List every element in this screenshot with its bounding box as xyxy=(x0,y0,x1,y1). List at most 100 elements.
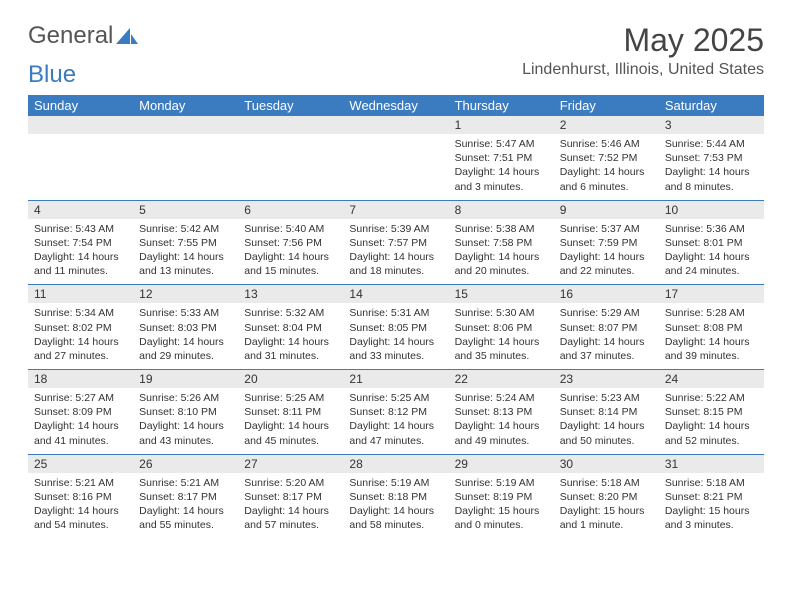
day-number: 5 xyxy=(133,201,238,219)
calendar-cell: 5Sunrise: 5:42 AMSunset: 7:55 PMDaylight… xyxy=(133,201,238,285)
logo-text-1: General xyxy=(28,22,113,50)
calendar-cell xyxy=(28,116,133,200)
day-details: Sunrise: 5:44 AMSunset: 7:53 PMDaylight:… xyxy=(659,134,764,200)
calendar-week: 18Sunrise: 5:27 AMSunset: 8:09 PMDayligh… xyxy=(28,369,764,454)
day-number: 16 xyxy=(554,285,659,303)
day-details: Sunrise: 5:24 AMSunset: 8:13 PMDaylight:… xyxy=(449,388,554,454)
day-number: 3 xyxy=(659,116,764,134)
calendar-cell xyxy=(343,116,448,200)
day-details: Sunrise: 5:29 AMSunset: 8:07 PMDaylight:… xyxy=(554,303,659,369)
day-details: Sunrise: 5:27 AMSunset: 8:09 PMDaylight:… xyxy=(28,388,133,454)
day-header: Monday xyxy=(133,95,238,116)
calendar-cell: 1Sunrise: 5:47 AMSunset: 7:51 PMDaylight… xyxy=(449,116,554,200)
calendar-cell: 6Sunrise: 5:40 AMSunset: 7:56 PMDaylight… xyxy=(238,201,343,285)
day-details: Sunrise: 5:46 AMSunset: 7:52 PMDaylight:… xyxy=(554,134,659,200)
day-number: 1 xyxy=(449,116,554,134)
day-number: 25 xyxy=(28,455,133,473)
calendar-cell: 10Sunrise: 5:36 AMSunset: 8:01 PMDayligh… xyxy=(659,201,764,285)
day-number: 27 xyxy=(238,455,343,473)
day-header: Saturday xyxy=(659,95,764,116)
day-details: Sunrise: 5:32 AMSunset: 8:04 PMDaylight:… xyxy=(238,303,343,369)
day-number: 26 xyxy=(133,455,238,473)
day-number: 23 xyxy=(554,370,659,388)
calendar-cell: 12Sunrise: 5:33 AMSunset: 8:03 PMDayligh… xyxy=(133,285,238,369)
calendar-cell: 15Sunrise: 5:30 AMSunset: 8:06 PMDayligh… xyxy=(449,285,554,369)
logo-text-2: Blue xyxy=(28,61,764,89)
day-details: Sunrise: 5:39 AMSunset: 7:57 PMDaylight:… xyxy=(343,219,448,285)
calendar-cell: 22Sunrise: 5:24 AMSunset: 8:13 PMDayligh… xyxy=(449,370,554,454)
day-details: Sunrise: 5:21 AMSunset: 8:16 PMDaylight:… xyxy=(28,473,133,539)
day-details: Sunrise: 5:34 AMSunset: 8:02 PMDaylight:… xyxy=(28,303,133,369)
day-details: Sunrise: 5:40 AMSunset: 7:56 PMDaylight:… xyxy=(238,219,343,285)
day-number: 19 xyxy=(133,370,238,388)
day-details: Sunrise: 5:30 AMSunset: 8:06 PMDaylight:… xyxy=(449,303,554,369)
day-number: 21 xyxy=(343,370,448,388)
calendar-cell: 8Sunrise: 5:38 AMSunset: 7:58 PMDaylight… xyxy=(449,201,554,285)
day-number: 24 xyxy=(659,370,764,388)
day-number: 13 xyxy=(238,285,343,303)
day-details: Sunrise: 5:31 AMSunset: 8:05 PMDaylight:… xyxy=(343,303,448,369)
day-number: 28 xyxy=(343,455,448,473)
calendar-cell: 25Sunrise: 5:21 AMSunset: 8:16 PMDayligh… xyxy=(28,455,133,539)
day-number xyxy=(343,116,448,134)
day-details: Sunrise: 5:21 AMSunset: 8:17 PMDaylight:… xyxy=(133,473,238,539)
day-details: Sunrise: 5:36 AMSunset: 8:01 PMDaylight:… xyxy=(659,219,764,285)
day-number: 6 xyxy=(238,201,343,219)
day-details: Sunrise: 5:20 AMSunset: 8:17 PMDaylight:… xyxy=(238,473,343,539)
day-number: 9 xyxy=(554,201,659,219)
day-number: 15 xyxy=(449,285,554,303)
day-details: Sunrise: 5:23 AMSunset: 8:14 PMDaylight:… xyxy=(554,388,659,454)
calendar-cell: 26Sunrise: 5:21 AMSunset: 8:17 PMDayligh… xyxy=(133,455,238,539)
logo: General xyxy=(28,22,138,50)
day-details: Sunrise: 5:42 AMSunset: 7:55 PMDaylight:… xyxy=(133,219,238,285)
day-details: Sunrise: 5:33 AMSunset: 8:03 PMDaylight:… xyxy=(133,303,238,369)
day-details: Sunrise: 5:18 AMSunset: 8:21 PMDaylight:… xyxy=(659,473,764,539)
calendar-cell: 14Sunrise: 5:31 AMSunset: 8:05 PMDayligh… xyxy=(343,285,448,369)
calendar-week: 25Sunrise: 5:21 AMSunset: 8:16 PMDayligh… xyxy=(28,454,764,539)
day-number: 14 xyxy=(343,285,448,303)
day-number: 12 xyxy=(133,285,238,303)
day-number: 29 xyxy=(449,455,554,473)
calendar-cell: 16Sunrise: 5:29 AMSunset: 8:07 PMDayligh… xyxy=(554,285,659,369)
calendar-cell: 11Sunrise: 5:34 AMSunset: 8:02 PMDayligh… xyxy=(28,285,133,369)
calendar-cell: 31Sunrise: 5:18 AMSunset: 8:21 PMDayligh… xyxy=(659,455,764,539)
calendar-cell: 19Sunrise: 5:26 AMSunset: 8:10 PMDayligh… xyxy=(133,370,238,454)
calendar-cell: 18Sunrise: 5:27 AMSunset: 8:09 PMDayligh… xyxy=(28,370,133,454)
day-number: 30 xyxy=(554,455,659,473)
day-details: Sunrise: 5:37 AMSunset: 7:59 PMDaylight:… xyxy=(554,219,659,285)
calendar-week: 11Sunrise: 5:34 AMSunset: 8:02 PMDayligh… xyxy=(28,284,764,369)
day-details: Sunrise: 5:19 AMSunset: 8:19 PMDaylight:… xyxy=(449,473,554,539)
calendar-cell: 3Sunrise: 5:44 AMSunset: 7:53 PMDaylight… xyxy=(659,116,764,200)
calendar-cell: 13Sunrise: 5:32 AMSunset: 8:04 PMDayligh… xyxy=(238,285,343,369)
logo-sail-icon xyxy=(116,26,138,46)
day-headers: SundayMondayTuesdayWednesdayThursdayFrid… xyxy=(28,95,764,116)
day-details: Sunrise: 5:22 AMSunset: 8:15 PMDaylight:… xyxy=(659,388,764,454)
day-number: 18 xyxy=(28,370,133,388)
day-header: Friday xyxy=(554,95,659,116)
calendar-cell xyxy=(238,116,343,200)
day-number: 31 xyxy=(659,455,764,473)
calendar-cell: 4Sunrise: 5:43 AMSunset: 7:54 PMDaylight… xyxy=(28,201,133,285)
calendar-cell: 7Sunrise: 5:39 AMSunset: 7:57 PMDaylight… xyxy=(343,201,448,285)
calendar-cell: 30Sunrise: 5:18 AMSunset: 8:20 PMDayligh… xyxy=(554,455,659,539)
calendar-cell: 28Sunrise: 5:19 AMSunset: 8:18 PMDayligh… xyxy=(343,455,448,539)
calendar-cell xyxy=(133,116,238,200)
day-details: Sunrise: 5:43 AMSunset: 7:54 PMDaylight:… xyxy=(28,219,133,285)
day-number: 2 xyxy=(554,116,659,134)
calendar-cell: 2Sunrise: 5:46 AMSunset: 7:52 PMDaylight… xyxy=(554,116,659,200)
calendar-cell: 21Sunrise: 5:25 AMSunset: 8:12 PMDayligh… xyxy=(343,370,448,454)
calendar: SundayMondayTuesdayWednesdayThursdayFrid… xyxy=(28,95,764,538)
day-details: Sunrise: 5:25 AMSunset: 8:12 PMDaylight:… xyxy=(343,388,448,454)
calendar-cell: 23Sunrise: 5:23 AMSunset: 8:14 PMDayligh… xyxy=(554,370,659,454)
day-details: Sunrise: 5:19 AMSunset: 8:18 PMDaylight:… xyxy=(343,473,448,539)
day-details: Sunrise: 5:47 AMSunset: 7:51 PMDaylight:… xyxy=(449,134,554,200)
calendar-cell: 29Sunrise: 5:19 AMSunset: 8:19 PMDayligh… xyxy=(449,455,554,539)
calendar-week: 1Sunrise: 5:47 AMSunset: 7:51 PMDaylight… xyxy=(28,116,764,200)
month-title: May 2025 xyxy=(522,22,764,59)
day-details: Sunrise: 5:18 AMSunset: 8:20 PMDaylight:… xyxy=(554,473,659,539)
day-number xyxy=(238,116,343,134)
day-number: 8 xyxy=(449,201,554,219)
day-header: Wednesday xyxy=(343,95,448,116)
day-number: 17 xyxy=(659,285,764,303)
calendar-cell: 20Sunrise: 5:25 AMSunset: 8:11 PMDayligh… xyxy=(238,370,343,454)
